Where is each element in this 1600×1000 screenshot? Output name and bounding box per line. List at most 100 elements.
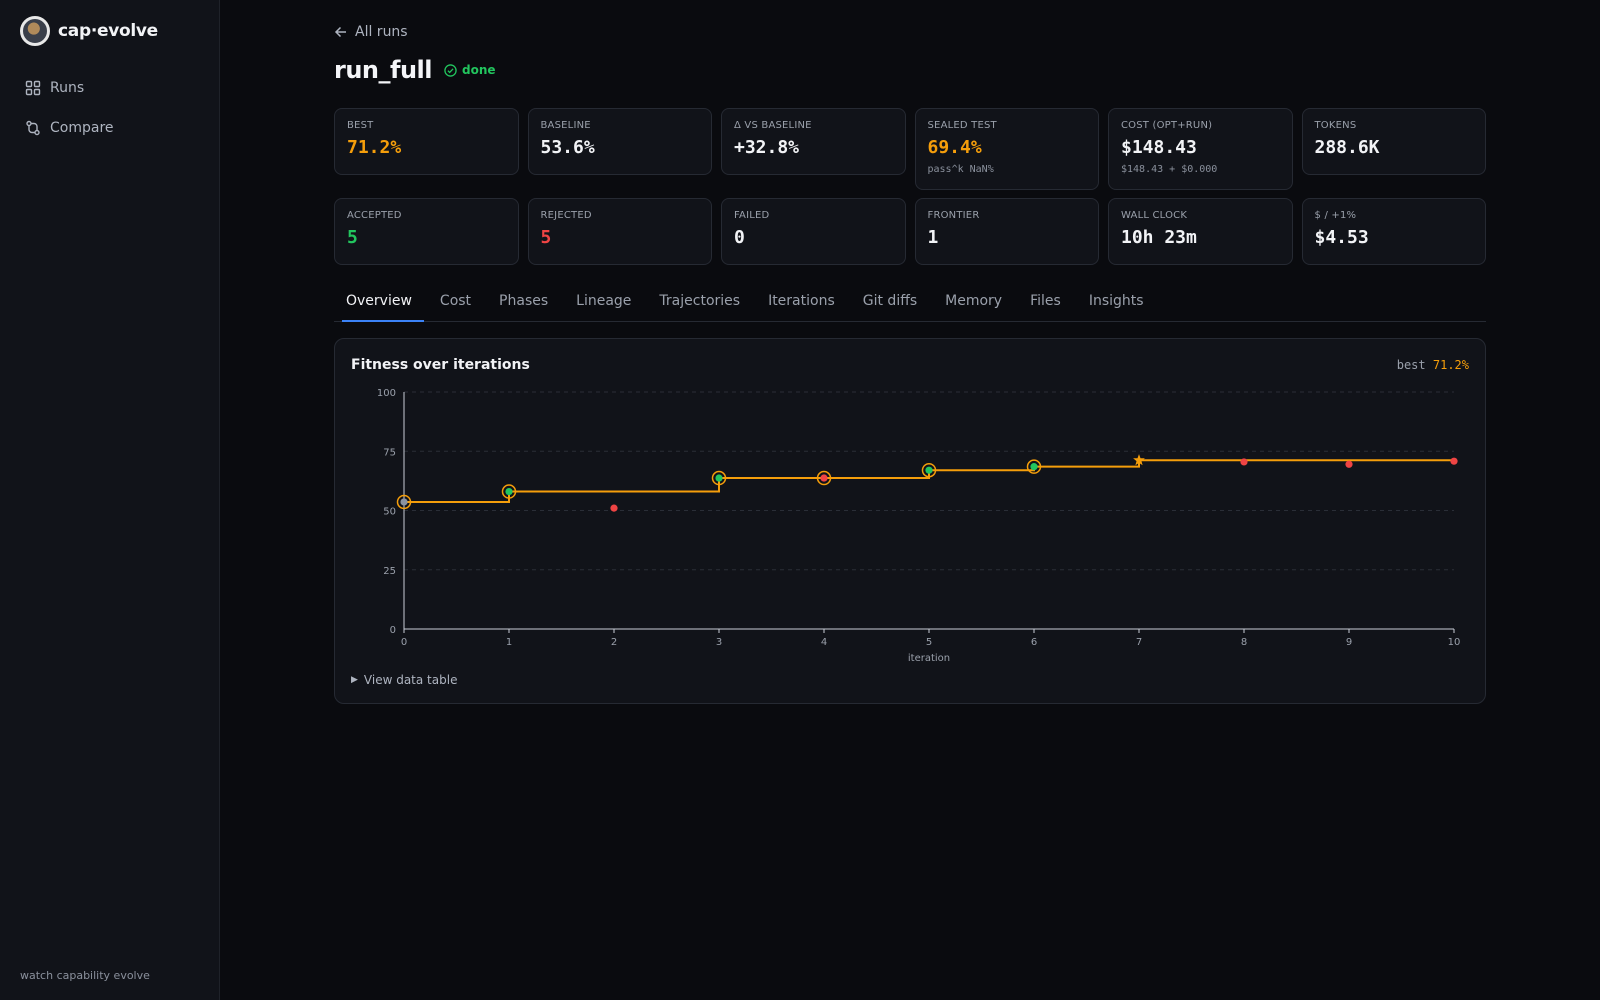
stat-sub: pass^k NaN% xyxy=(927,164,994,175)
stat-value: 5 xyxy=(540,227,552,248)
data-point-rejected xyxy=(610,504,618,512)
x-tick-label: 4 xyxy=(821,637,827,648)
stat-label: Accepted xyxy=(347,210,402,221)
tab-cost[interactable]: Cost xyxy=(439,293,472,309)
y-tick-label: 25 xyxy=(383,566,396,577)
stat-sub: $148.43 + $0.000 xyxy=(1121,164,1218,175)
tab-insights[interactable]: Insights xyxy=(1088,293,1144,309)
stat-card-frontier: Frontier 1 xyxy=(914,198,1099,265)
x-tick-label: 3 xyxy=(716,637,722,648)
tab-iterations[interactable]: Iterations xyxy=(768,293,835,309)
stat-label: $ / +1% xyxy=(1314,210,1357,221)
best-tag: best 71.2% xyxy=(1397,358,1469,372)
x-tick-label: 8 xyxy=(1241,637,1247,648)
panel-title: Fitness over iterations xyxy=(351,357,530,373)
data-point-rejected xyxy=(1450,457,1458,465)
stat-card-wall-clock: Wall clock 10h 23m xyxy=(1108,198,1293,265)
stat-label: Sealed test xyxy=(927,120,997,131)
stat-card-delta: Δ vs baseline +32.8% xyxy=(721,108,906,175)
stat-card-accepted: Accepted 5 xyxy=(334,198,519,265)
stat-label: Failed xyxy=(734,210,770,221)
tab-files[interactable]: Files xyxy=(1030,293,1061,309)
stat-label: Wall clock xyxy=(1121,210,1188,221)
data-point-baseline xyxy=(400,498,408,506)
best-star-point xyxy=(1133,454,1145,466)
sidebar: cap·evolve Runs Compare watch capability… xyxy=(0,0,220,1000)
sidebar-item-runs[interactable]: Runs xyxy=(16,70,204,106)
best-tag-value: 71.2% xyxy=(1432,358,1469,372)
stat-label: Δ vs baseline xyxy=(734,120,812,131)
x-tick-label: 2 xyxy=(611,637,617,648)
data-point-accepted xyxy=(715,474,723,482)
x-tick-label: 10 xyxy=(1448,637,1461,648)
status-label: done xyxy=(462,63,496,77)
x-tick-label: 1 xyxy=(506,637,512,648)
sidebar-nav: Runs Compare xyxy=(16,70,204,150)
y-tick-label: 75 xyxy=(383,447,396,458)
stats-row-2: Accepted 5 Rejected 5 Failed 0 Frontier … xyxy=(334,198,1486,265)
stats-row-1: Best 71.2% Baseline 53.6% Δ vs baseline … xyxy=(334,108,1486,190)
stat-value: $148.43 xyxy=(1121,137,1197,158)
stat-card-rejected: Rejected 5 xyxy=(527,198,712,265)
tab-bar: Overview Cost Phases Lineage Trajectorie… xyxy=(334,284,1486,322)
tab-overview[interactable]: Overview xyxy=(334,284,424,322)
y-tick-label: 100 xyxy=(377,388,396,399)
tab-trajectories[interactable]: Trajectories xyxy=(659,293,741,309)
tab-memory[interactable]: Memory xyxy=(945,293,1003,309)
fitness-panel: 0 25 50 75 100 0 1 2 3 4 5 6 7 8 9 10 iteration Fitness … xyxy=(334,338,1486,704)
status-badge: done xyxy=(444,63,496,77)
sidebar-item-compare[interactable]: Compare xyxy=(16,110,204,146)
stat-value: 1 xyxy=(927,227,939,248)
stat-label: Rejected xyxy=(540,210,592,221)
app-name: cap·evolve xyxy=(58,21,158,41)
title-row: run_full done xyxy=(334,56,496,84)
logo-icon xyxy=(20,16,50,46)
tab-phases[interactable]: Phases xyxy=(499,293,549,309)
data-point-rejected xyxy=(820,474,828,482)
stat-value: 5 xyxy=(347,227,358,248)
x-tick-label: 6 xyxy=(1031,637,1037,648)
stat-label: Tokens xyxy=(1314,120,1357,131)
stat-label: Frontier xyxy=(927,210,980,221)
stat-value: 69.4% xyxy=(927,137,982,158)
stat-value: $4.53 xyxy=(1314,227,1369,248)
back-link-label: All runs xyxy=(355,24,408,40)
view-data-table-toggle[interactable]: ▶ View data table xyxy=(351,673,457,687)
stat-card-cost-per-point: $ / +1% $4.53 xyxy=(1301,198,1486,265)
x-tick-label: 0 xyxy=(401,637,407,648)
stat-card-cost: Cost (opt+run) $148.43 $148.43 + $0.000 xyxy=(1108,108,1293,190)
grid-icon xyxy=(25,80,41,96)
fitness-chart: 0 25 50 75 100 0 1 2 3 4 5 6 7 8 9 10 iteration xyxy=(377,388,1461,664)
tab-lineage[interactable]: Lineage xyxy=(576,293,632,309)
stat-label: Baseline xyxy=(540,120,591,131)
data-point-accepted xyxy=(505,487,513,496)
frontier-ring xyxy=(816,470,832,486)
x-tick-label: 7 xyxy=(1136,637,1142,648)
x-axis-label: iteration xyxy=(908,653,950,664)
back-link[interactable]: All runs xyxy=(334,24,408,40)
stat-value: 10h 23m xyxy=(1121,227,1197,248)
stat-label: Best xyxy=(347,120,374,131)
stat-card-best: Best 71.2% xyxy=(334,108,519,175)
compare-icon xyxy=(26,120,40,136)
data-point-accepted xyxy=(1030,463,1038,471)
stat-card-baseline: Baseline 53.6% xyxy=(527,108,712,175)
frontier-ring xyxy=(501,484,517,499)
stat-value: 288.6K xyxy=(1314,137,1380,158)
data-point-rejected xyxy=(1240,458,1248,466)
stat-value: 53.6% xyxy=(540,137,595,158)
frontier-ring xyxy=(921,462,937,478)
view-data-table-label: View data table xyxy=(363,673,458,687)
stat-value: 71.2% xyxy=(347,137,402,158)
y-tick-label: 0 xyxy=(390,625,396,636)
frontier-ring xyxy=(396,494,412,510)
sidebar-item-label: Compare xyxy=(50,120,114,136)
stat-value: +32.8% xyxy=(734,137,800,158)
brand[interactable]: cap·evolve xyxy=(20,16,158,46)
best-tag-label: best xyxy=(1396,358,1426,372)
stat-card-tokens: Tokens 288.6K xyxy=(1301,108,1486,175)
stat-card-failed: Failed 0 xyxy=(721,198,906,265)
stat-card-sealed-test: Sealed test 69.4% pass^k NaN% xyxy=(914,108,1099,190)
tab-git-diffs[interactable]: Git diffs xyxy=(862,293,918,309)
data-point-accepted xyxy=(925,466,933,474)
